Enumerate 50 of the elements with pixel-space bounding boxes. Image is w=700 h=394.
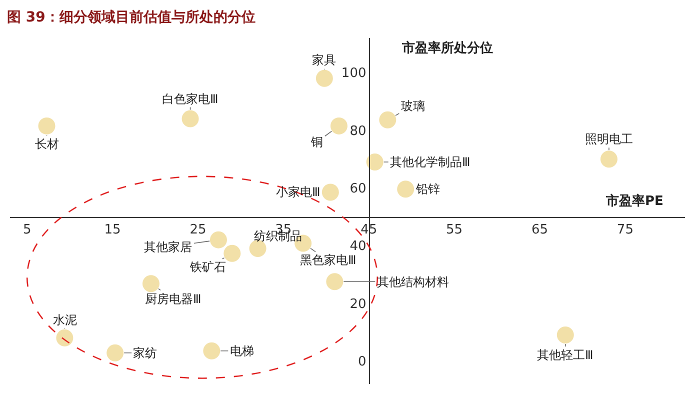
annotation: 铁矿石	[189, 260, 226, 274]
point	[249, 240, 266, 257]
annotation: 黑色家电Ⅲ	[300, 253, 356, 267]
y-axis-title: 市盈率所处分位	[401, 40, 493, 56]
point	[600, 150, 618, 168]
x-tick-label: 15	[104, 222, 121, 238]
x-axis-title: 市盈率PE	[605, 193, 664, 209]
x-tick-label: 65	[531, 222, 548, 238]
annotation: 铜	[310, 135, 323, 149]
point	[379, 111, 396, 128]
point	[106, 344, 124, 362]
annotation: 小家电Ⅲ	[276, 185, 320, 199]
y-tick-label: 80	[350, 124, 366, 139]
annotation: 其他家居	[144, 240, 192, 254]
x-tick-label: 55	[446, 222, 463, 238]
point	[224, 244, 241, 262]
annotation: 铅锌	[415, 182, 440, 196]
y-tick-label: 60	[350, 181, 366, 196]
annotation: 厨房电器Ⅲ	[145, 292, 202, 306]
chart-title: 图 39：细分领域目前估值与所处的分位	[7, 10, 256, 26]
annotation: 家具	[312, 53, 336, 67]
y-tick-label: 0	[358, 354, 366, 370]
y-tick-label: 20	[350, 296, 366, 312]
point	[326, 273, 344, 290]
annotation: 电梯	[230, 344, 254, 358]
annotation: 玻璃	[401, 99, 425, 113]
annotation: 家纺	[133, 346, 157, 360]
point	[203, 342, 220, 360]
point	[182, 110, 199, 128]
y-tick-label: 100	[341, 66, 366, 82]
point	[322, 184, 339, 201]
annotation: 照明电工	[585, 132, 633, 146]
annotation: 水泥	[53, 313, 77, 327]
point	[366, 153, 384, 170]
annotation: 长材	[35, 137, 59, 151]
point	[397, 180, 414, 198]
x-tick-label: 75	[616, 222, 634, 238]
point	[556, 326, 574, 344]
point	[330, 117, 348, 134]
point	[56, 329, 74, 346]
point	[210, 231, 227, 248]
annotation: 其他化学制品Ⅲ	[390, 155, 470, 169]
annotation: 其他轻工Ⅲ	[537, 348, 594, 362]
y-tick-label: 40	[350, 239, 366, 254]
annotation: 白色家电Ⅲ	[162, 92, 218, 106]
x-tick-label: 25	[190, 222, 206, 238]
point	[38, 117, 56, 134]
x-tick-label: 5	[22, 222, 32, 238]
point	[316, 70, 333, 87]
point	[142, 275, 160, 292]
